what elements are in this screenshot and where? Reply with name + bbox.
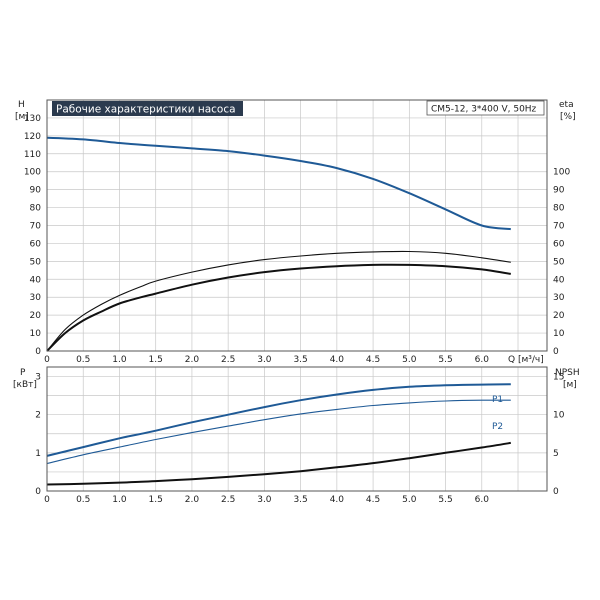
y-left-tick-label: 130 xyxy=(24,114,41,124)
npsh-tick-label: 5 xyxy=(553,449,559,459)
y-left-tick-label: 50 xyxy=(30,257,42,267)
x-tick-label-bottom: 2.0 xyxy=(185,495,200,505)
x-tick-label-top: 3.0 xyxy=(257,355,272,365)
series-line-head xyxy=(46,136,511,231)
y-left-tick-label: 100 xyxy=(24,168,41,178)
y-left-tick-label: 10 xyxy=(30,329,42,339)
y-left-tick-label: 110 xyxy=(24,150,41,160)
y-left-tick-label: 60 xyxy=(30,239,42,249)
x-tick-label-top: 2.5 xyxy=(221,355,235,365)
y-right-tick-label: 50 xyxy=(553,257,565,267)
npsh-axis-unit: [м] xyxy=(563,380,577,390)
y-left-tick-label: 0 xyxy=(35,347,41,357)
x-tick-label-bottom: 0 xyxy=(44,495,50,505)
y-left-tick-label: 90 xyxy=(30,186,42,196)
y-left-tick-label: 120 xyxy=(24,132,41,142)
y-right-tick-label: 70 xyxy=(553,222,565,232)
x-tick-label-bottom: 4.0 xyxy=(330,495,345,505)
p-tick-label: 3 xyxy=(35,373,41,383)
y-right-tick-label: 60 xyxy=(553,239,565,249)
y-left-tick-label: 20 xyxy=(30,311,42,321)
x-tick-label-top: 1.0 xyxy=(112,355,127,365)
y-left-label: H xyxy=(18,100,25,110)
model-label: CM5-12, 3*400 V, 50Hz xyxy=(431,105,537,115)
x-tick-label-top: 6.0 xyxy=(475,355,490,365)
y-right-tick-label: 40 xyxy=(553,275,565,285)
bottom-plot-frame xyxy=(46,366,548,492)
top-plot-frame xyxy=(46,99,548,352)
p-axis-unit: [кВт] xyxy=(13,380,37,390)
y-right-tick-label: 10 xyxy=(553,329,565,339)
x-tick-label-bottom: 5.0 xyxy=(402,495,417,505)
series-line-p1 xyxy=(46,383,511,457)
curves xyxy=(46,136,511,486)
y-right-tick-label: 100 xyxy=(553,168,570,178)
p-axis-label: P xyxy=(20,368,26,378)
npsh-tick-label: 0 xyxy=(553,487,559,497)
y-left-tick-label: 30 xyxy=(30,293,42,303)
grid xyxy=(46,100,547,492)
x-tick-label-top: 4.0 xyxy=(330,355,345,365)
y-left-tick-label: 80 xyxy=(30,204,42,214)
x-tick-label-top: 2.0 xyxy=(185,355,200,365)
x-tick-label-bottom: 0.5 xyxy=(76,495,90,505)
x-tick-label-top: 4.5 xyxy=(366,355,380,365)
series-line-npsh xyxy=(46,441,511,486)
p-tick-label: 2 xyxy=(35,411,41,421)
npsh-axis-label: NPSH xyxy=(555,368,580,378)
x-tick-label-top: 3.5 xyxy=(293,355,307,365)
axis-labels: 000.50.51.01.01.51.52.02.02.52.53.03.03.… xyxy=(24,114,571,505)
chart-title: Рабочие характеристики насоса xyxy=(56,104,236,116)
title-box xyxy=(52,101,243,116)
x-tick-label-top: 5.5 xyxy=(438,355,452,365)
x-axis-label: Q [м³/ч] xyxy=(508,355,544,365)
y-right-tick-label: 80 xyxy=(553,204,565,214)
p-tick-label: 0 xyxy=(35,487,41,497)
y-right-tick-label: 20 xyxy=(553,311,565,321)
y-right-label: eta xyxy=(559,100,574,110)
x-tick-label-bottom: 1.5 xyxy=(149,495,163,505)
y-left-tick-label: 70 xyxy=(30,222,42,232)
x-tick-label-bottom: 4.5 xyxy=(366,495,380,505)
y-right-tick-label: 0 xyxy=(553,347,559,357)
x-tick-label-bottom: 2.5 xyxy=(221,495,235,505)
series-label-p1: P1 xyxy=(492,395,503,405)
y-left-tick-label: 40 xyxy=(30,275,42,285)
y-right-unit: [%] xyxy=(560,112,576,122)
y-right-tick-label: 30 xyxy=(553,293,565,303)
series-label-p2: P2 xyxy=(492,422,503,432)
x-tick-label-bottom: 5.5 xyxy=(438,495,452,505)
x-tick-label-bottom: 3.0 xyxy=(257,495,272,505)
y-right-tick-label: 90 xyxy=(553,186,565,196)
x-tick-label-top: 1.5 xyxy=(149,355,163,365)
x-tick-label-top: 0.5 xyxy=(76,355,90,365)
x-tick-label-bottom: 1.0 xyxy=(112,495,127,505)
x-tick-label-bottom: 6.0 xyxy=(475,495,490,505)
p-tick-label: 1 xyxy=(35,449,41,459)
series-line-eta-1 xyxy=(46,250,511,352)
model-box xyxy=(426,100,545,116)
x-tick-label-bottom: 3.5 xyxy=(293,495,307,505)
y-left-unit: [м] xyxy=(15,112,29,122)
npsh-tick-label: 15 xyxy=(553,373,564,383)
series-line-p2 xyxy=(46,399,511,465)
x-tick-label-top: 0 xyxy=(44,355,50,365)
series-line-eta-2 xyxy=(46,263,511,352)
npsh-tick-label: 10 xyxy=(553,411,565,421)
x-tick-label-top: 5.0 xyxy=(402,355,417,365)
